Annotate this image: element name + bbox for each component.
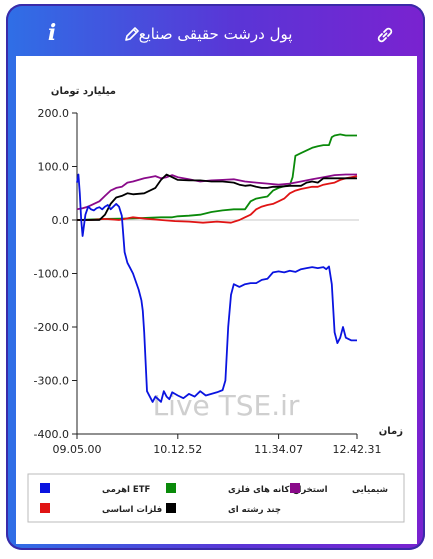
legend-swatch [166,503,176,513]
x-axis-label: زمان [379,426,403,437]
y-tick-label: -100.0 [34,268,69,281]
y-tick-label: 0.0 [52,214,70,227]
legend-label: ETF اهرمی [102,485,151,495]
y-tick-label: -200.0 [34,321,69,334]
link-icon[interactable] [376,26,394,44]
legend-swatch [290,483,300,493]
legend-box [27,473,405,523]
series-layer [76,133,358,403]
legend-swatch [166,483,176,493]
legend-label: استخراج کانه های فلزی [228,485,328,495]
line-chart: میلیارد تومان Live TSE.ir 200.0100.00.0-… [27,86,405,523]
series-line-0 [76,173,357,403]
legend-label: شیمیایی [352,485,388,495]
y-tick-label: 200.0 [38,107,70,120]
chart-panel: میلیارد تومان Live TSE.ir 200.0 100.0 0.0-… [16,56,417,544]
y-tick-label: 100.0 [38,161,70,174]
y-tick-label: -400.0 [34,428,69,441]
axes: 200.0 100.0 0.0 -100.0 -200.0 -300.0 -400.0 09.… [34,107,382,456]
x-tick-label: 10.12.52 [153,443,202,456]
pencil-icon[interactable] [124,26,140,42]
legend-label: فلزات اساسی [102,505,162,515]
y-tick-label: -300.0 [34,375,69,388]
series-line-1 [76,133,357,221]
legend-label: چند رشته ای [228,505,281,515]
legend-swatch [40,503,50,513]
series-line-4 [77,173,357,221]
series-line-2 [76,173,357,211]
y-axis-label: میلیارد تومان [51,86,116,97]
legend-swatch [40,483,50,493]
x-tick-label: 09.05.00 [53,443,102,456]
series-line-3 [77,175,358,224]
x-tick-label: 11.34.07 [254,443,303,456]
page-title: پول درشت حقیقی صنایع [138,25,293,43]
legend: ETF اهرمی استخراج کانه های فلزی شیمیایی فلز… [27,473,405,523]
x-tick-label: 12.42.31 [333,443,382,456]
info-icon[interactable]: i [47,20,57,46]
header-bar: i پول درشت حقیقی صنایع [6,4,425,54]
